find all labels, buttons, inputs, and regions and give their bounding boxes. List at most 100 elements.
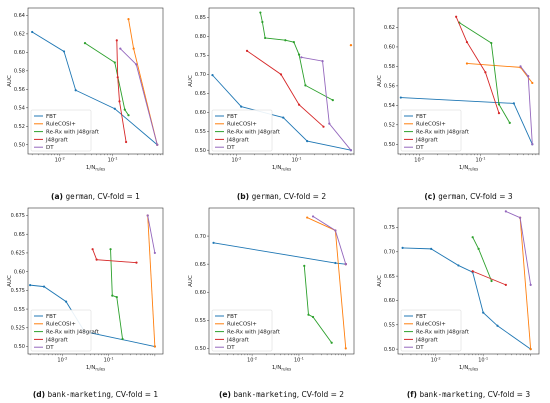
- y-tick-label: 0.55: [195, 318, 206, 324]
- legend-box: [30, 309, 92, 352]
- data-point: [484, 71, 487, 74]
- chart-panel-1: 0.50 0.52 0.54 0.56 0.58 0.60 0.62 0.64 10-2 10-1…: [7, 7, 164, 201]
- y-tick-label: 0.65: [195, 262, 206, 268]
- data-point: [321, 59, 324, 63]
- data-point: [311, 315, 315, 319]
- x-axis-label: 1/Nrules: [459, 365, 478, 372]
- data-point: [123, 108, 126, 111]
- data-point: [519, 216, 522, 219]
- y-tick-label: 0.65: [195, 91, 206, 97]
- data-point: [331, 99, 334, 102]
- data-point: [264, 36, 267, 40]
- y-tick-label: 0.54: [384, 103, 395, 109]
- legend-entry: DT: [46, 345, 54, 351]
- data-point: [529, 348, 532, 351]
- data-point: [496, 324, 499, 327]
- data-point: [135, 261, 138, 264]
- chart-panel-5: 0.50 0.55 0.60 0.65 0.70 10-2 10-11/Nrules AUC F…: [188, 207, 355, 399]
- series-line: [455, 16, 500, 114]
- y-axis-label: AUC: [188, 75, 194, 87]
- x-axis-label: 1/Nrules: [272, 165, 291, 172]
- y-tick-label: 0.575: [11, 288, 25, 294]
- y-tick-label: 0.56: [384, 84, 395, 90]
- data-point: [311, 215, 315, 218]
- data-point: [529, 283, 532, 286]
- series-line: [472, 270, 507, 286]
- data-point: [212, 241, 215, 244]
- data-point: [430, 247, 433, 250]
- data-point: [95, 258, 98, 261]
- y-tick-label: 0.56: [14, 87, 25, 93]
- legend-entry: FBT: [227, 114, 238, 120]
- series-dt: [504, 210, 532, 286]
- y-tick-label: 0.65: [384, 274, 395, 280]
- y-tick-label: 0.625: [11, 251, 25, 257]
- y-axis-label: AUC: [377, 275, 383, 287]
- data-point: [490, 41, 493, 45]
- data-point: [334, 229, 337, 232]
- legend-entry: J48graft: [415, 337, 439, 343]
- data-point: [490, 279, 493, 283]
- series-fbt: [212, 241, 347, 266]
- legend-entry: Re-Rx with J48graft: [416, 130, 470, 136]
- y-axis-label: AUC: [7, 75, 13, 87]
- legend-entry: DT: [227, 145, 235, 151]
- data-point: [531, 143, 534, 146]
- data-point: [512, 102, 515, 105]
- panel-caption: (c) german, CV-fold = 3: [424, 192, 513, 201]
- series-re-rx-with-j48graft: [303, 264, 333, 344]
- data-point: [29, 284, 32, 287]
- panel-caption: (e) bank-marketing, CV-fold = 2: [219, 390, 344, 399]
- data-point: [297, 103, 301, 106]
- panel-caption: (a) german, CV-fold = 1: [51, 192, 140, 201]
- data-point: [531, 81, 534, 85]
- legend-entry: Re-Rx with J48graft: [227, 330, 281, 336]
- x-tick-label: 10-1: [292, 157, 302, 164]
- data-point: [127, 17, 130, 21]
- data-point: [124, 140, 128, 144]
- legend-entry: RuleCOSI+: [46, 122, 76, 128]
- legend-entry: DT: [416, 345, 424, 351]
- data-point: [118, 100, 121, 103]
- x-tick-label: 10-2: [231, 157, 241, 164]
- legend-entry: Re-Rx with J48graft: [46, 130, 100, 136]
- data-point: [504, 210, 507, 213]
- data-point: [240, 105, 243, 108]
- series-j48graft: [245, 49, 325, 128]
- data-point: [31, 30, 34, 34]
- series-dt: [146, 214, 156, 255]
- data-point: [62, 50, 66, 53]
- legend-entry: J48graft: [45, 337, 69, 343]
- legend-entry: J48graft: [226, 337, 250, 343]
- data-point: [132, 47, 135, 50]
- y-axis-label: AUC: [7, 275, 13, 287]
- data-point: [465, 62, 469, 65]
- legend-entry: Re-Rx with J48graft: [227, 130, 281, 136]
- series-rulecosi-: [349, 44, 353, 47]
- legend-entry: RuleCOSI+: [227, 122, 257, 128]
- y-tick-label: 0.60: [384, 45, 395, 51]
- y-tick-label: 0.50: [14, 142, 25, 148]
- y-axis-label: AUC: [377, 75, 383, 87]
- data-point: [91, 248, 94, 251]
- data-point: [127, 114, 130, 117]
- series-line: [301, 56, 352, 151]
- legend-entry: DT: [227, 345, 235, 351]
- x-tick-label: 10-1: [108, 157, 118, 164]
- data-point: [211, 74, 214, 77]
- series-j48graft: [115, 39, 128, 144]
- x-axis-label: 1/Nrules: [86, 165, 105, 172]
- series-re-rx-with-j48graft: [109, 248, 124, 341]
- series-line: [519, 217, 532, 350]
- series-line: [116, 40, 127, 143]
- y-axis-label: AUC: [188, 275, 194, 287]
- data-point: [153, 345, 156, 348]
- y-tick-label: 0.70: [195, 234, 206, 240]
- legend-box: [400, 309, 462, 352]
- legend-entry: FBT: [46, 314, 57, 320]
- series-j48graft: [455, 15, 501, 115]
